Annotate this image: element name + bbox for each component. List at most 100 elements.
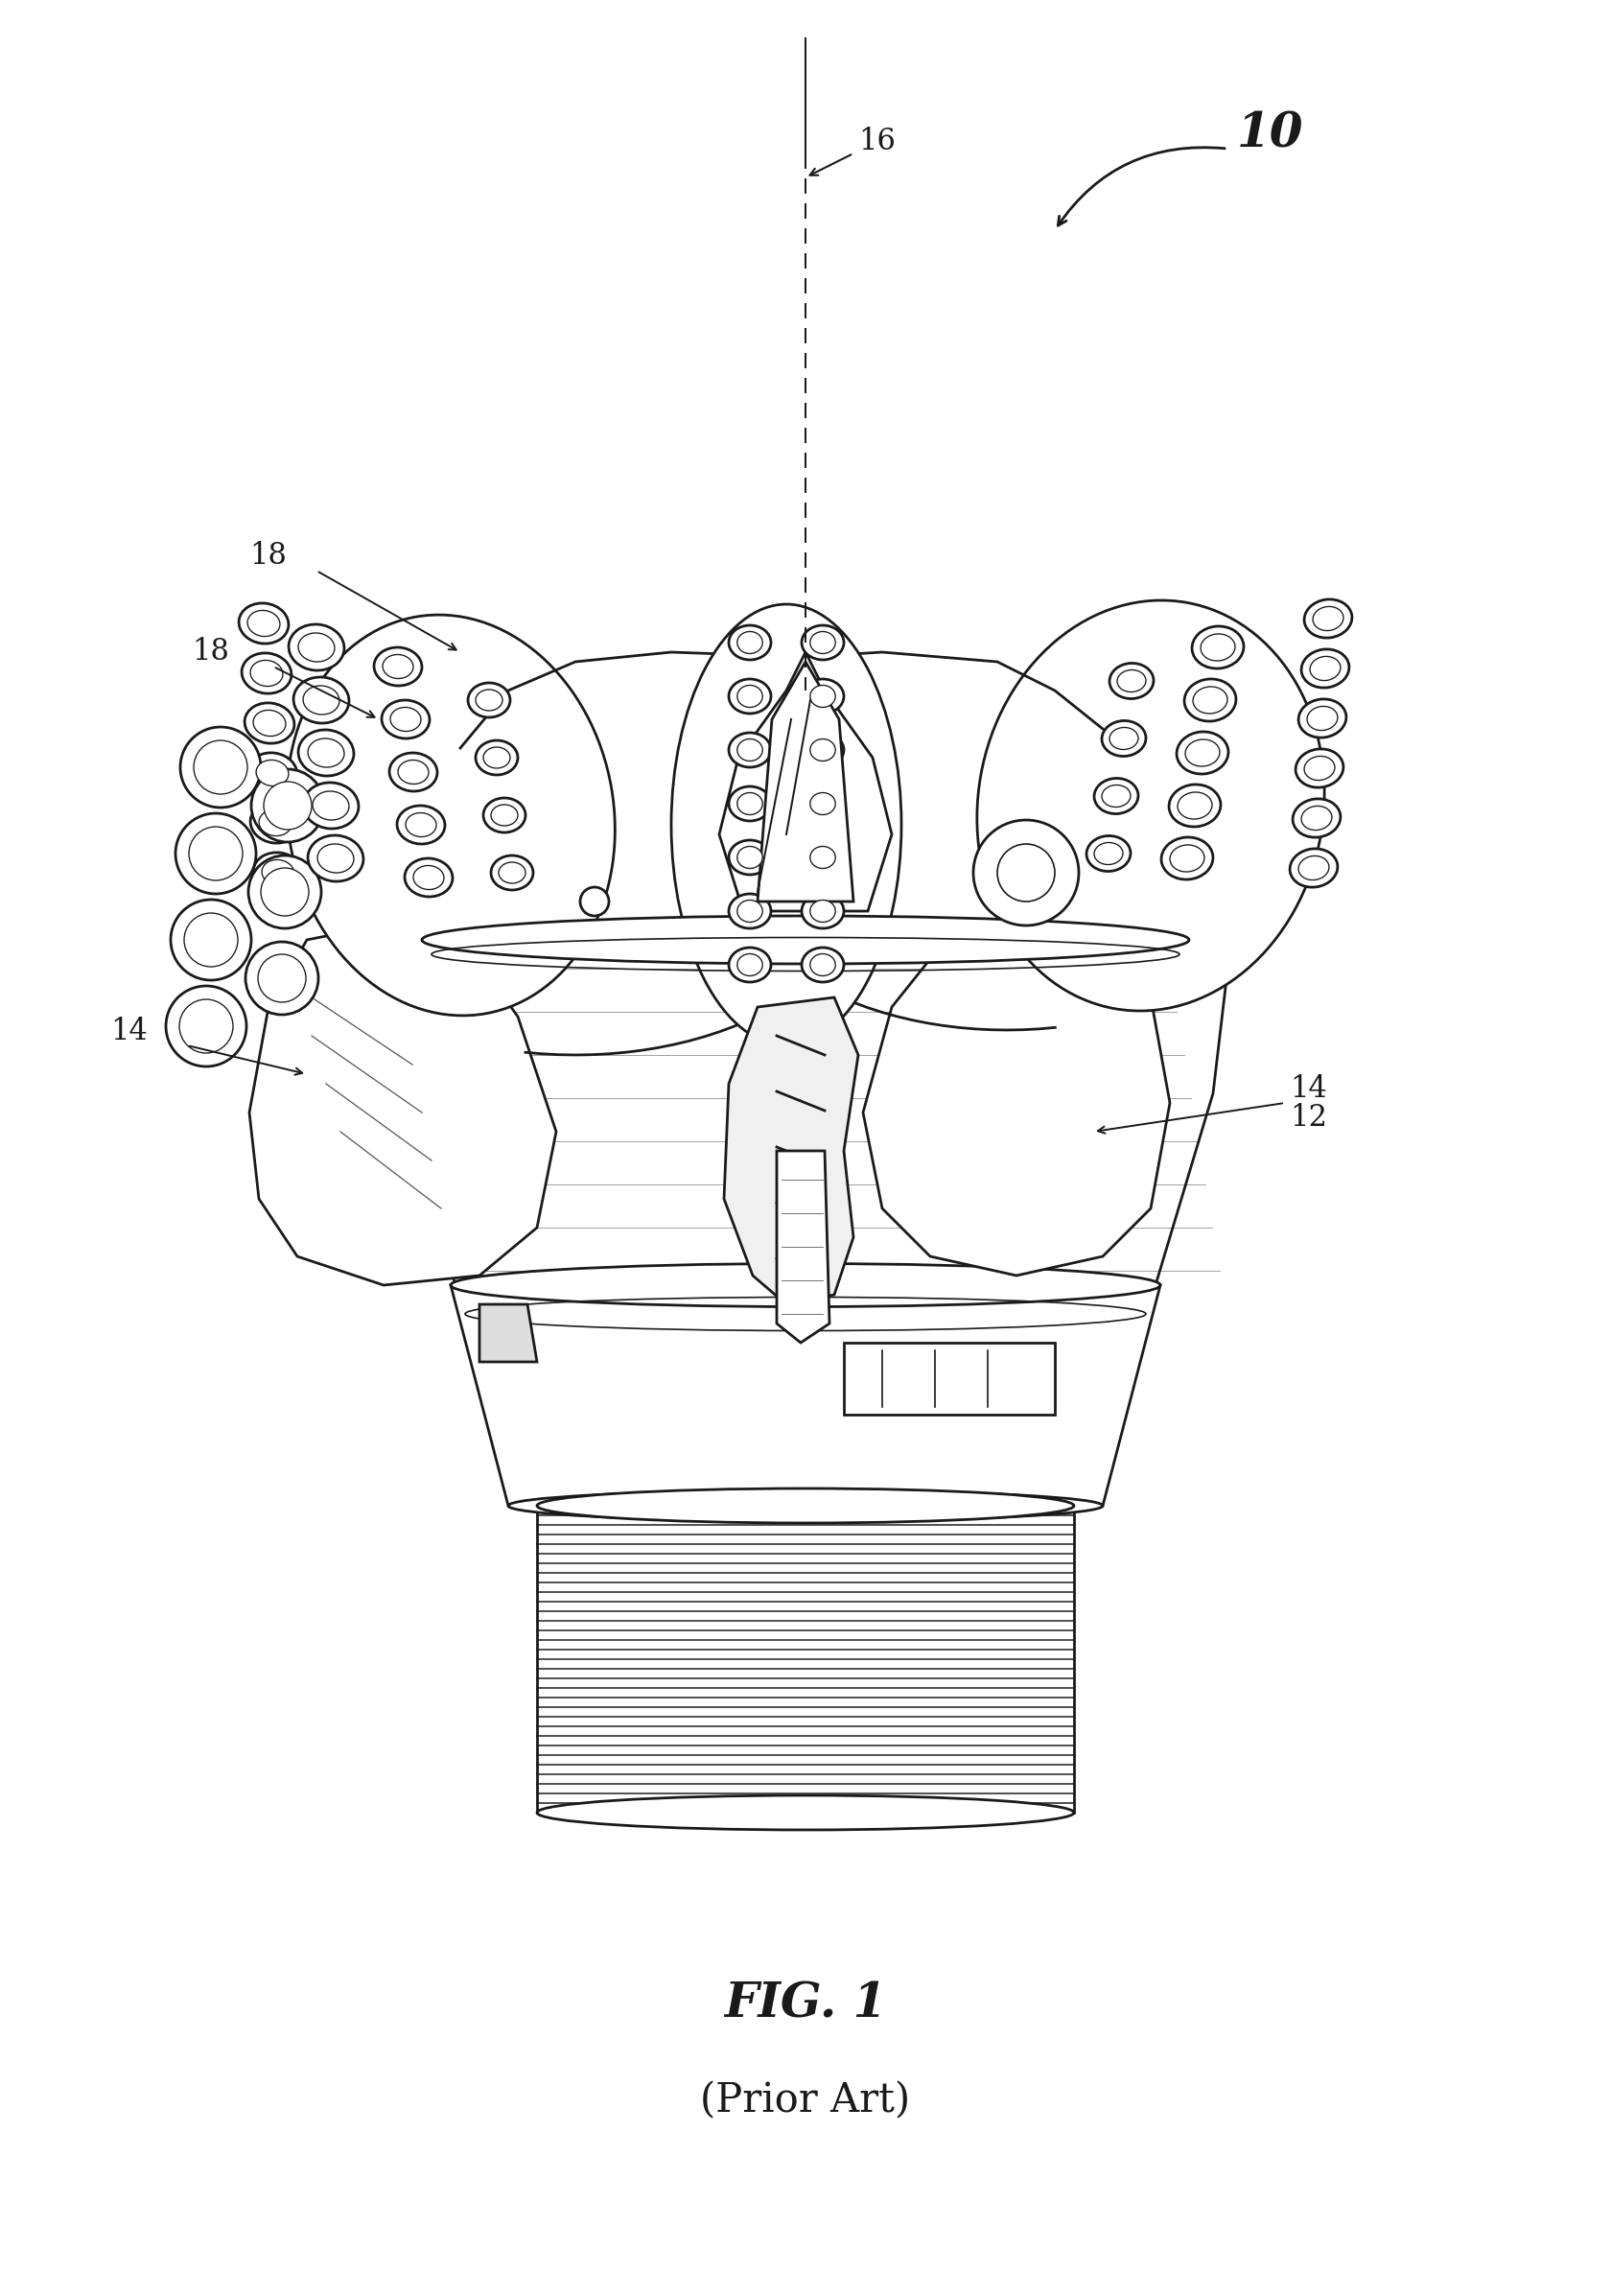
Ellipse shape — [810, 739, 834, 760]
Ellipse shape — [728, 788, 770, 822]
Ellipse shape — [491, 856, 533, 891]
Ellipse shape — [412, 866, 443, 889]
Circle shape — [176, 813, 256, 893]
Ellipse shape — [390, 753, 437, 792]
Ellipse shape — [728, 893, 770, 928]
Polygon shape — [777, 1150, 830, 1343]
Circle shape — [258, 955, 306, 1003]
Polygon shape — [478, 1304, 536, 1362]
Ellipse shape — [1298, 698, 1345, 737]
Polygon shape — [862, 916, 1170, 1277]
Ellipse shape — [248, 611, 280, 636]
Ellipse shape — [736, 792, 762, 815]
Ellipse shape — [1086, 836, 1129, 870]
Ellipse shape — [250, 804, 300, 843]
Ellipse shape — [248, 753, 296, 792]
Ellipse shape — [736, 847, 762, 868]
Ellipse shape — [801, 732, 843, 767]
Ellipse shape — [976, 599, 1324, 1010]
Polygon shape — [451, 1286, 1160, 1506]
Ellipse shape — [259, 810, 292, 836]
Circle shape — [193, 739, 246, 794]
Ellipse shape — [483, 799, 525, 833]
Ellipse shape — [536, 1795, 1073, 1830]
Ellipse shape — [810, 953, 834, 976]
Ellipse shape — [736, 739, 762, 760]
Ellipse shape — [261, 859, 295, 886]
Circle shape — [245, 941, 319, 1015]
Ellipse shape — [801, 840, 843, 875]
Ellipse shape — [801, 948, 843, 983]
Bar — [843, 1343, 1054, 1414]
Circle shape — [973, 820, 1078, 925]
Ellipse shape — [293, 677, 350, 723]
Circle shape — [188, 827, 243, 879]
Ellipse shape — [406, 813, 437, 836]
Ellipse shape — [1292, 799, 1340, 838]
Ellipse shape — [736, 631, 762, 654]
Ellipse shape — [1300, 650, 1348, 689]
Ellipse shape — [242, 652, 292, 693]
Ellipse shape — [728, 732, 770, 767]
Ellipse shape — [1170, 845, 1203, 872]
Circle shape — [580, 886, 609, 916]
Ellipse shape — [1200, 634, 1234, 661]
Ellipse shape — [810, 900, 834, 923]
Ellipse shape — [728, 948, 770, 983]
Ellipse shape — [313, 792, 350, 820]
Circle shape — [179, 999, 234, 1054]
Ellipse shape — [303, 783, 358, 829]
Ellipse shape — [396, 806, 445, 845]
Ellipse shape — [250, 661, 282, 687]
Ellipse shape — [670, 604, 901, 1045]
Polygon shape — [250, 921, 556, 1286]
Ellipse shape — [475, 689, 503, 712]
Ellipse shape — [801, 680, 843, 714]
Ellipse shape — [736, 900, 762, 923]
Ellipse shape — [256, 760, 288, 785]
Ellipse shape — [382, 654, 412, 680]
Ellipse shape — [491, 804, 517, 827]
Ellipse shape — [801, 788, 843, 822]
Text: 16: 16 — [857, 126, 896, 156]
Ellipse shape — [1184, 680, 1236, 721]
Ellipse shape — [390, 707, 420, 732]
Circle shape — [261, 868, 309, 916]
Ellipse shape — [736, 684, 762, 707]
Ellipse shape — [728, 680, 770, 714]
Ellipse shape — [245, 703, 295, 744]
Ellipse shape — [253, 709, 285, 737]
Ellipse shape — [1176, 732, 1228, 774]
Circle shape — [171, 900, 251, 980]
Ellipse shape — [1295, 748, 1342, 788]
Ellipse shape — [810, 684, 834, 707]
Ellipse shape — [728, 625, 770, 659]
Ellipse shape — [1108, 728, 1137, 748]
Text: 18: 18 — [192, 638, 229, 668]
Ellipse shape — [801, 893, 843, 928]
Text: FIG. 1: FIG. 1 — [723, 1981, 886, 2027]
Ellipse shape — [1191, 627, 1244, 668]
Ellipse shape — [810, 792, 834, 815]
Text: 14: 14 — [1289, 1075, 1326, 1104]
Ellipse shape — [287, 615, 615, 1015]
Ellipse shape — [1184, 739, 1220, 767]
Ellipse shape — [253, 852, 303, 893]
Ellipse shape — [374, 647, 422, 687]
Ellipse shape — [1310, 657, 1340, 680]
Text: 12: 12 — [1289, 1102, 1326, 1132]
Text: (Prior Art): (Prior Art) — [701, 2080, 910, 2122]
Ellipse shape — [498, 863, 525, 884]
Ellipse shape — [536, 1488, 1073, 1522]
Ellipse shape — [422, 916, 1189, 964]
Text: 18: 18 — [250, 542, 287, 572]
Text: 10: 10 — [1236, 110, 1303, 158]
Ellipse shape — [1160, 838, 1213, 879]
Ellipse shape — [1303, 599, 1352, 638]
Circle shape — [180, 728, 261, 808]
Ellipse shape — [801, 625, 843, 659]
Ellipse shape — [1289, 850, 1337, 886]
Circle shape — [248, 856, 321, 928]
Ellipse shape — [1311, 606, 1342, 631]
Polygon shape — [719, 652, 891, 912]
